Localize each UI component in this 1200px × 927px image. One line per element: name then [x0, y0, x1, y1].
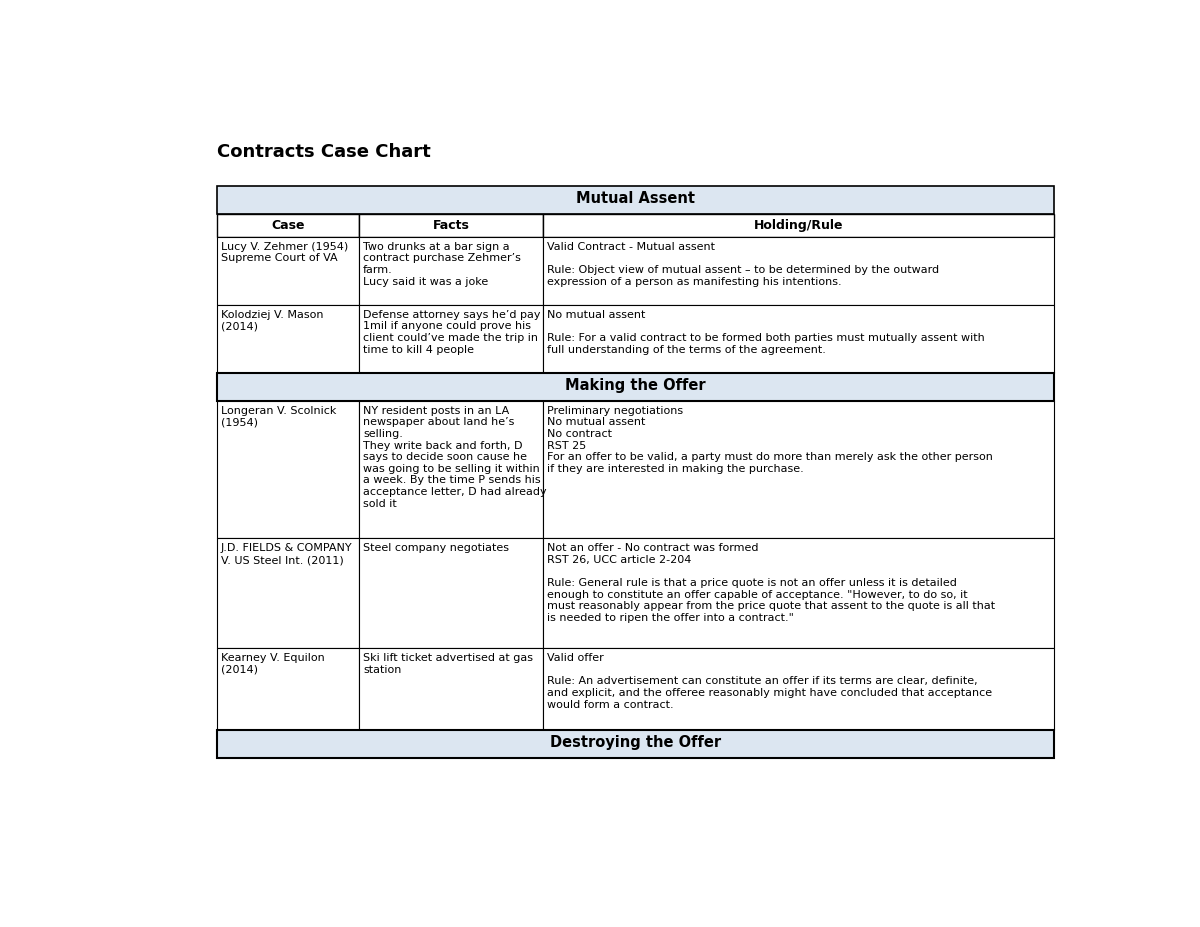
Bar: [217, 214, 359, 236]
Text: Holding/Rule: Holding/Rule: [754, 219, 844, 232]
Bar: [544, 400, 1054, 539]
Bar: [544, 648, 1054, 730]
Text: Preliminary negotiations
No mutual assent
No contract
RST 25
For an offer to be : Preliminary negotiations No mutual assen…: [547, 406, 992, 474]
Text: Destroying the Offer: Destroying the Offer: [550, 735, 721, 750]
Text: Lucy V. Zehmer (1954)
Supreme Court of VA: Lucy V. Zehmer (1954) Supreme Court of V…: [221, 242, 348, 263]
Text: Kolodziej V. Mason
(2014): Kolodziej V. Mason (2014): [221, 310, 323, 332]
Text: NY resident posts in an LA
newspaper about land he’s
selling.
They write back an: NY resident posts in an LA newspaper abo…: [362, 406, 546, 509]
Bar: [217, 400, 359, 539]
Text: Steel company negotiates: Steel company negotiates: [362, 543, 509, 553]
Bar: [544, 214, 1054, 236]
Text: Two drunks at a bar sign a
contract purchase Zehmer’s
farm.
Lucy said it was a j: Two drunks at a bar sign a contract purc…: [362, 242, 521, 286]
Bar: [359, 648, 544, 730]
Bar: [217, 730, 1054, 758]
Bar: [359, 236, 544, 305]
Bar: [359, 214, 544, 236]
Bar: [217, 305, 359, 373]
Text: Not an offer - No contract was formed
RST 26, UCC article 2-204

Rule: General r: Not an offer - No contract was formed RS…: [547, 543, 995, 623]
Text: Kearney V. Equilon
(2014): Kearney V. Equilon (2014): [221, 654, 324, 675]
Bar: [359, 400, 544, 539]
Bar: [217, 539, 359, 648]
Text: Case: Case: [271, 219, 305, 232]
Text: Mutual Assent: Mutual Assent: [576, 191, 695, 206]
Bar: [217, 236, 359, 305]
Bar: [217, 186, 1054, 214]
Text: Longeran V. Scolnick
(1954): Longeran V. Scolnick (1954): [221, 406, 336, 427]
Bar: [217, 373, 1054, 400]
Text: Valid Contract - Mutual assent

Rule: Object view of mutual assent – to be deter: Valid Contract - Mutual assent Rule: Obj…: [547, 242, 940, 286]
Bar: [359, 305, 544, 373]
Text: Ski lift ticket advertised at gas
station: Ski lift ticket advertised at gas statio…: [362, 654, 533, 675]
Text: Facts: Facts: [433, 219, 469, 232]
Text: Valid offer

Rule: An advertisement can constitute an offer if its terms are cle: Valid offer Rule: An advertisement can c…: [547, 654, 992, 710]
Bar: [359, 539, 544, 648]
Text: No mutual assent

Rule: For a valid contract to be formed both parties must mutu: No mutual assent Rule: For a valid contr…: [547, 310, 985, 355]
Text: Contracts Case Chart: Contracts Case Chart: [217, 144, 431, 161]
Text: Defense attorney says he’d pay
1mil if anyone could prove his
client could’ve ma: Defense attorney says he’d pay 1mil if a…: [362, 310, 540, 355]
Bar: [217, 648, 359, 730]
Bar: [544, 539, 1054, 648]
Bar: [544, 305, 1054, 373]
Text: J.D. FIELDS & COMPANY
V. US Steel Int. (2011): J.D. FIELDS & COMPANY V. US Steel Int. (…: [221, 543, 353, 565]
Text: Making the Offer: Making the Offer: [565, 378, 706, 393]
Bar: [544, 236, 1054, 305]
